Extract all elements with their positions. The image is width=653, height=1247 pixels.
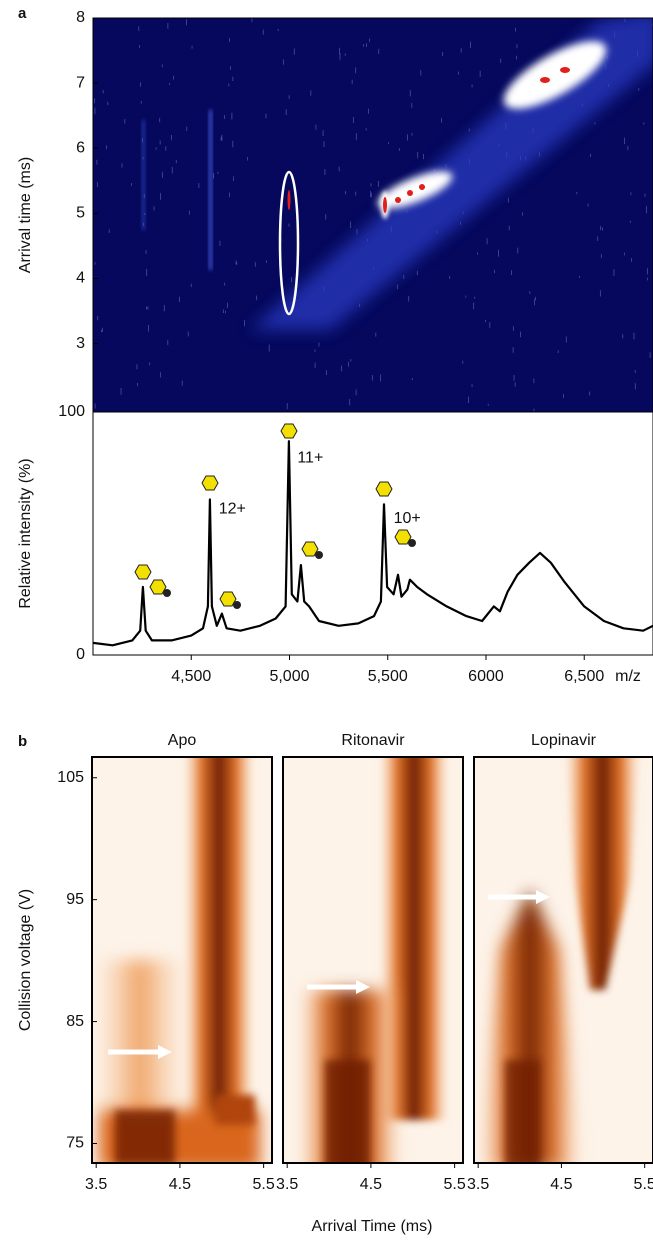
y-tick-label: 75 — [66, 1135, 84, 1152]
x-tick-label: 6000 — [468, 668, 504, 685]
y-tick-label: 100 — [58, 403, 85, 420]
ciu-map — [283, 757, 463, 1163]
spectrum-line — [92, 440, 653, 647]
x-tick-label: 4.5 — [360, 1176, 382, 1193]
plot-frame — [473, 756, 653, 1164]
y-tick-label: 105 — [57, 769, 84, 786]
panel-title: Lopinavir — [531, 732, 597, 749]
x-tick-label: 4.5 — [169, 1176, 191, 1193]
y-axis-label: Relative intensity (%) — [17, 458, 34, 608]
panel-title: Ritonavir — [341, 732, 405, 749]
x-tick-label: 5,500 — [368, 668, 408, 685]
x-tick-label: 5,000 — [269, 668, 309, 685]
x-axis-label: m/z — [615, 668, 641, 685]
x-tick-label: 6,500 — [564, 668, 604, 685]
panel-title: Apo — [168, 732, 197, 749]
y-tick-label: 6 — [76, 139, 85, 156]
x-tick-label: 4.5 — [550, 1176, 572, 1193]
x-tick-label: 3.5 — [85, 1176, 107, 1193]
y-axis-label: Arrival time (ms) — [17, 157, 34, 273]
y-tick-label: 5 — [76, 205, 85, 222]
ciu-map — [92, 757, 272, 1163]
y-tick-label: 0 — [76, 646, 85, 663]
y-tick-label: 85 — [66, 1013, 84, 1030]
mobility-map — [93, 18, 653, 412]
x-tick-label: 4,500 — [171, 668, 211, 685]
species-markers — [134, 423, 416, 609]
x-tick-label: 3.5 — [276, 1176, 298, 1193]
x-axis-label: Arrival Time (ms) — [312, 1218, 433, 1235]
plot-frame — [282, 756, 464, 1164]
x-tick-label: 5.5 — [634, 1176, 653, 1193]
charge-state-label: 11+ — [297, 449, 323, 466]
x-tick-label: 5.5 — [253, 1176, 275, 1193]
y-tick-label: 4 — [76, 270, 85, 287]
y-tick-label: 95 — [66, 891, 84, 908]
y-tick-label: 7 — [76, 74, 85, 91]
panel-label: a — [18, 5, 27, 22]
y-axis-label: Collision voltage (V) — [17, 889, 34, 1031]
plot-frame — [91, 756, 273, 1164]
charge-state-label: 10+ — [394, 510, 421, 527]
shift-arrows — [108, 890, 550, 1059]
panel-label: b — [18, 733, 27, 750]
y-tick-label: 3 — [76, 335, 85, 352]
x-tick-label: 5.5 — [444, 1176, 466, 1193]
y-tick-label: 8 — [76, 9, 85, 26]
ciu-map — [474, 757, 653, 1163]
plot-frame — [92, 411, 653, 656]
x-tick-label: 3.5 — [467, 1176, 489, 1193]
charge-state-label: 12+ — [219, 500, 246, 517]
